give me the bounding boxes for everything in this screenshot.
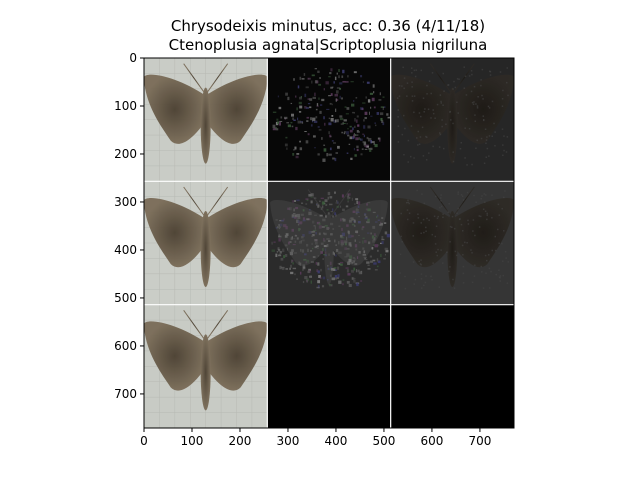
y-tick-label: 300 bbox=[114, 195, 137, 209]
x-tick-label: 600 bbox=[420, 434, 443, 448]
title-line-1: Chrysodeixis minutus, acc: 0.36 (4/11/18… bbox=[171, 17, 485, 35]
x-tick-label: 700 bbox=[468, 434, 491, 448]
moth-silhouette bbox=[143, 186, 268, 287]
image-grid bbox=[143, 57, 515, 429]
tile-saliency-overlay bbox=[390, 181, 515, 305]
x-tick-label: 400 bbox=[325, 434, 348, 448]
y-tick-label: 100 bbox=[114, 99, 137, 113]
x-axis: 0 100 200 300 400 500 600 700 bbox=[140, 428, 491, 448]
tile-saliency-map bbox=[267, 181, 391, 305]
moth-silhouette bbox=[390, 63, 515, 164]
moth-silhouette bbox=[143, 63, 268, 164]
y-tick-label: 500 bbox=[114, 291, 137, 305]
y-tick-label: 600 bbox=[114, 339, 137, 353]
y-tick-label: 400 bbox=[114, 243, 137, 257]
tile-moth-photo bbox=[143, 58, 268, 182]
tile-empty bbox=[267, 304, 391, 428]
x-tick-label: 200 bbox=[229, 434, 252, 448]
y-tick-label: 700 bbox=[114, 387, 137, 401]
tile-moth-photo bbox=[143, 181, 268, 305]
y-tick-label: 200 bbox=[114, 147, 137, 161]
moth-silhouette bbox=[270, 189, 388, 285]
x-tick-label: 0 bbox=[140, 434, 148, 448]
y-axis: 0 100 200 300 400 500 600 700 bbox=[114, 51, 144, 401]
x-tick-label: 100 bbox=[181, 434, 204, 448]
axes-frame bbox=[143, 57, 515, 429]
tile-empty bbox=[390, 304, 514, 428]
tile-moth-photo bbox=[143, 304, 268, 428]
x-tick-label: 500 bbox=[372, 434, 395, 448]
tile-saliency-map bbox=[267, 58, 391, 182]
tile-saliency-overlay bbox=[390, 58, 515, 182]
y-tick-label: 0 bbox=[129, 51, 137, 65]
title-line-2: Ctenoplusia agnata|Scriptoplusia nigrilu… bbox=[169, 36, 488, 54]
moth-silhouette bbox=[143, 310, 268, 411]
x-tick-label: 300 bbox=[277, 434, 300, 448]
